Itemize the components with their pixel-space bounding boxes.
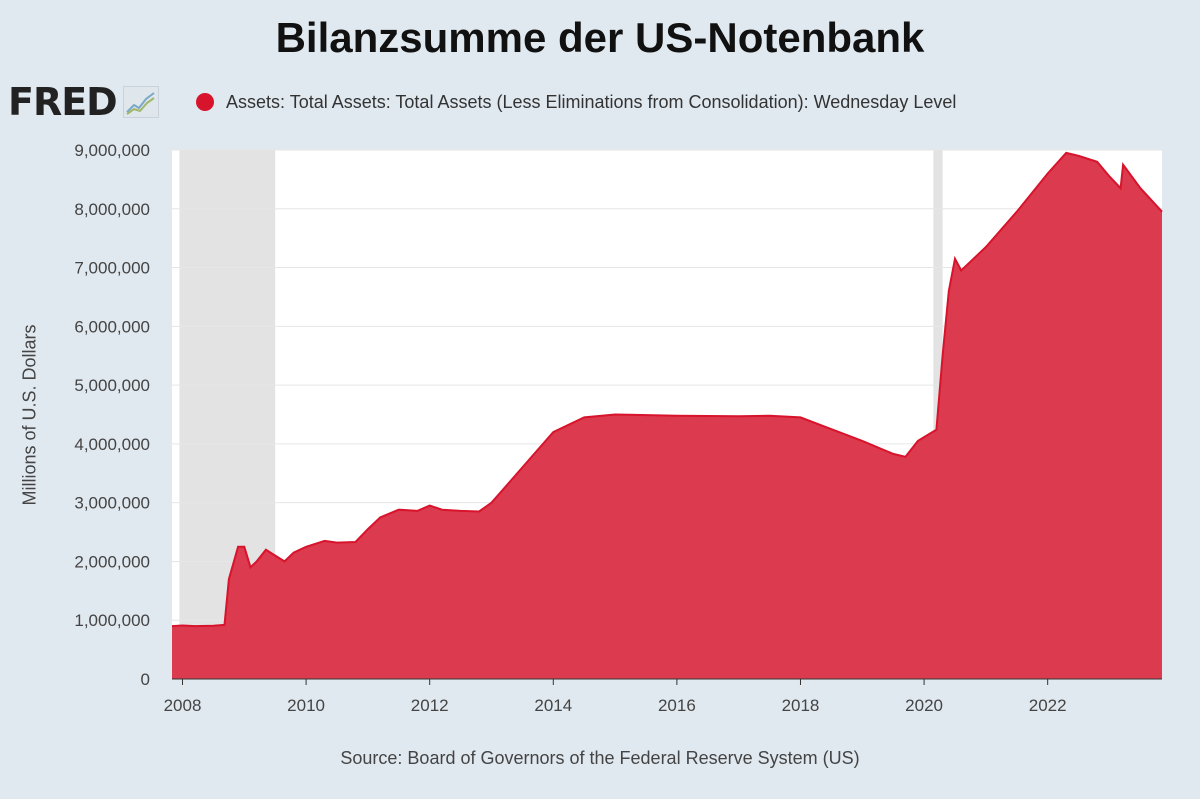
area-chart: 0 1,000,000 2,000,000 3,000,000 4,000,000 5,0… <box>74 141 1163 715</box>
legend-swatch <box>196 93 214 111</box>
y-tick-label: 2,000,000 <box>74 552 150 571</box>
chart-icon <box>122 86 159 118</box>
chart-title: Bilanzsumme der US-Notenbank <box>275 14 925 61</box>
y-tick-label: 4,000,000 <box>74 435 150 454</box>
x-tick-label: 2010 <box>287 696 325 715</box>
y-tick-label: 7,000,000 <box>74 259 150 278</box>
source-note: Source: Board of Governors of the Federa… <box>340 748 860 768</box>
y-tick-label: 6,000,000 <box>74 317 150 336</box>
x-tick-label: 2016 <box>658 696 696 715</box>
y-tick-label: 0 <box>141 670 150 689</box>
y-tick-label: 9,000,000 <box>74 141 150 160</box>
y-tick-label: 5,000,000 <box>74 376 150 395</box>
x-tick-label: 2008 <box>164 696 202 715</box>
y-tick-label: 8,000,000 <box>74 200 150 219</box>
x-tick-label: 2014 <box>534 696 572 715</box>
chart-legend: Assets: Total Assets: Total Assets (Less… <box>196 88 956 116</box>
legend-label: Assets: Total Assets: Total Assets (Less… <box>226 91 957 112</box>
x-tick-label: 2012 <box>411 696 449 715</box>
series-line <box>171 151 1163 628</box>
y-tick-label: 1,000,000 <box>74 611 150 630</box>
y-tick-label: 3,000,000 <box>74 494 150 513</box>
x-tick-label: 2022 <box>1029 696 1067 715</box>
x-tick-label: 2018 <box>782 696 820 715</box>
x-tick-label: 2020 <box>905 696 943 715</box>
fred-logo[interactable]: FRED <box>8 80 159 124</box>
fred-logo-text: FRED <box>8 80 118 124</box>
